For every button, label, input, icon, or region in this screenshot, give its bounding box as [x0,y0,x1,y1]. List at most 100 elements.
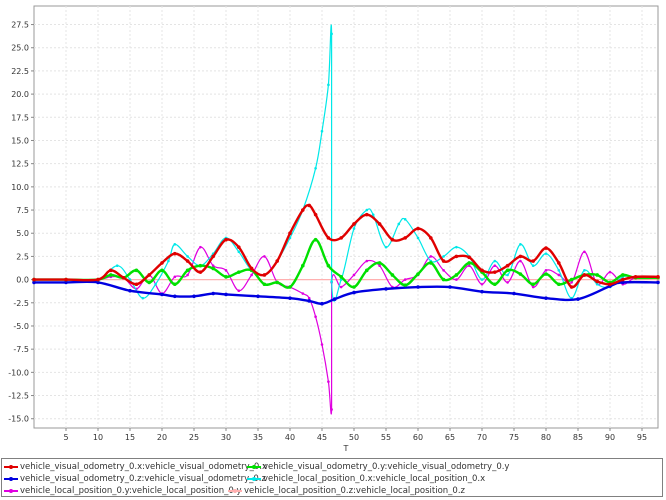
legend-label: vehicle_visual_odometry_0.z:vehicle_visu… [20,474,266,484]
data-point [250,273,253,277]
data-point [224,292,228,297]
data-point [621,280,625,285]
y-tick-label: -2.5 [13,299,29,308]
x-tick-label: 75 [509,433,519,442]
legend-swatch-green [247,462,261,472]
data-point [519,259,522,263]
data-point [224,269,228,272]
data-point [288,296,292,300]
data-point [185,268,190,273]
data-point [211,264,215,267]
data-point [307,296,311,300]
data-point [263,255,266,258]
data-point [467,261,472,265]
y-tick-label: 17.5 [11,113,29,122]
data-point [371,213,375,216]
data-point [211,291,215,296]
x-tick-label: 65 [445,433,455,442]
data-point [173,243,177,246]
data-point [397,222,401,226]
data-point [595,279,599,284]
legend-entry-visual-odometry-z: vehicle_visual_odometry_0.z:vehicle_visu… [4,472,266,486]
y-tick-label: 20.0 [11,90,29,99]
series-2 [32,280,660,306]
series-0 [32,203,660,289]
data-point [480,278,484,281]
data-point [173,282,177,287]
data-point [506,273,509,277]
data-point [583,250,586,254]
data-point [557,282,561,287]
x-tick-label: 60 [413,433,423,442]
legend-entry-local-position-x: vehicle_local_position_0.x:vehicle_local… [247,472,485,486]
data-point [403,283,408,287]
data-point [109,268,113,273]
data-point [320,301,324,306]
data-point [480,289,484,294]
data-point [442,269,445,272]
x-tick-label: 55 [381,433,391,442]
data-point [32,280,36,285]
x-tick-label: 90 [605,433,615,442]
data-point [557,273,561,277]
data-point [390,237,395,242]
data-point [384,287,388,291]
data-point [199,245,202,249]
data-point [493,259,497,263]
data-point [186,273,189,277]
data-point [454,254,459,259]
data-point [416,285,420,289]
x-tick-label: 70 [477,433,487,442]
x-tick-label: 80 [541,433,551,442]
legend-entry-local-position-z: vehicle_local_position_0.z:vehicle_local… [228,484,465,498]
x-tick-label: 10 [93,433,103,442]
data-point [544,269,548,272]
data-point [416,226,420,231]
data-point [544,252,548,255]
data-point [307,299,312,303]
data-point [154,282,157,286]
data-point [576,297,580,301]
data-point [313,212,318,217]
data-point [454,273,459,277]
data-point [544,296,548,300]
data-point [595,273,599,277]
legend-entry-local-position-y: vehicle_local_position_0.y:vehicle_local… [4,484,242,498]
data-point [128,288,132,293]
x-tick-label: 25 [189,433,199,442]
data-point [96,280,100,285]
y-tick-label: -12.5 [8,392,29,401]
data-point [390,273,395,277]
data-point [301,292,305,295]
data-point [569,285,574,289]
data-point [186,255,189,258]
series-line [32,238,660,289]
data-point [582,273,587,277]
y-tick-label: 27.5 [11,21,29,30]
data-point [365,268,369,273]
data-point [173,294,177,299]
data-point [314,167,317,170]
data-point [64,277,68,282]
data-point [262,282,267,287]
data-point [211,254,215,259]
x-tick-label: 50 [349,433,359,442]
data-point [429,261,433,265]
legend-entry-visual-odometry-x: vehicle_visual_odometry_0.x:vehicle_visu… [4,460,267,474]
chart: 5 10 15 20 25 30 35 40 45 50 55 60 65 70 75 80 85 90 95 -15… [8,5,660,453]
y-tick-label: 22.5 [11,67,29,76]
data-point [339,236,344,240]
data-point [531,282,535,287]
x-tick-label: 5 [63,433,68,442]
data-point [160,268,164,273]
data-point [333,297,337,301]
x-tick-label: 35 [253,433,263,442]
legend-entry-visual-odometry-y: vehicle_visual_odometry_0.y:vehicle_visu… [247,460,509,474]
data-point [167,259,170,263]
x-tick-label: 30 [221,433,231,442]
data-point [147,273,151,277]
data-point [377,261,382,265]
data-point [403,236,408,240]
data-point [320,129,324,133]
legend-swatch-cyan [247,474,261,484]
